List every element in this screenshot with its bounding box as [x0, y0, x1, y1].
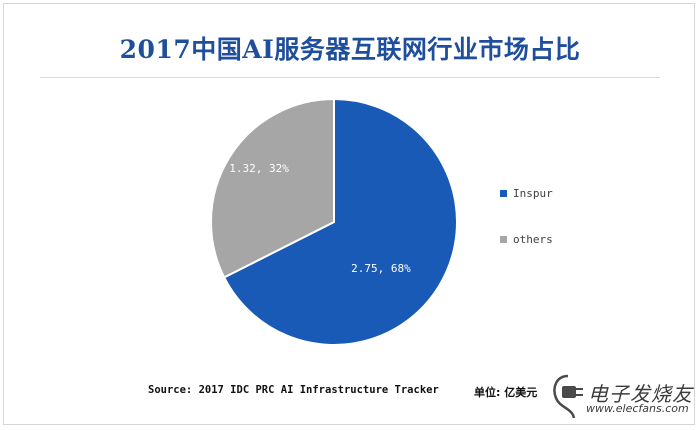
data-label-inspur: 2.75, 68%	[351, 262, 411, 275]
legend: Inspur others	[500, 184, 553, 276]
title-divider	[40, 77, 660, 78]
legend-label-inspur: Inspur	[513, 186, 553, 200]
legend-item-others: others	[500, 230, 553, 248]
chart-title: 2017中国AI服务器互联网行业市场占比	[119, 35, 581, 64]
watermark-plug-icon	[553, 374, 583, 419]
legend-item-inspur: Inspur	[500, 184, 553, 202]
unit-note: 单位: 亿美元	[474, 386, 538, 399]
watermark-url: www.elecfans.com	[586, 402, 689, 415]
legend-swatch-inspur	[500, 189, 507, 197]
legend-label-others: others	[513, 232, 553, 246]
pie-slice-others	[210, 97, 335, 279]
data-label-others: 1.32, 32%	[229, 162, 289, 175]
source-note: Source: 2017 IDC PRC AI Infrastructure T…	[148, 384, 439, 396]
watermark-logo: 电子发烧友 www.elecfans.com	[548, 372, 693, 424]
legend-swatch-others	[500, 235, 507, 243]
pie-slice-inspur	[222, 97, 458, 346]
watermark-brand: 电子发烧友	[588, 382, 693, 406]
